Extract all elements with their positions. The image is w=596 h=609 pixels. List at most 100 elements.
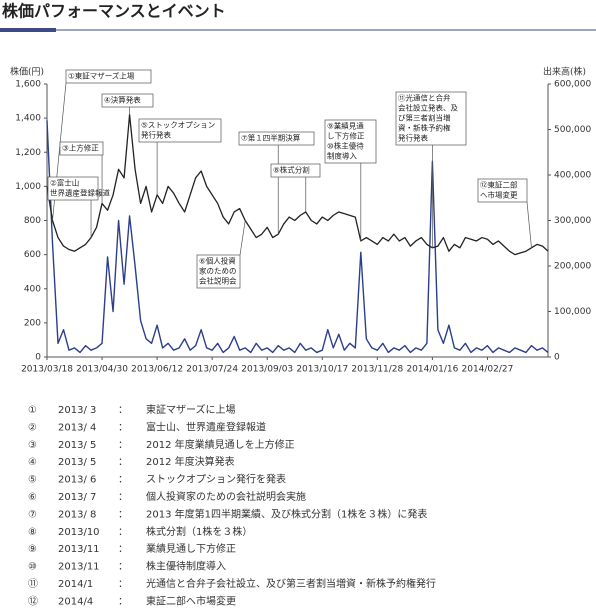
event-number: ⑩ <box>28 562 37 573</box>
event-separator: ： <box>118 544 128 555</box>
y-tick-label: 1,200 <box>15 148 41 158</box>
event-separator: ： <box>118 440 128 451</box>
x-tick-label: 2013/07/24 <box>186 365 238 375</box>
event-separator: ： <box>118 405 128 416</box>
event-number: ⑤ <box>28 475 37 486</box>
x-tick-label: 2013/10/17 <box>296 365 348 375</box>
annotation-text: へ市場変更 <box>480 190 518 200</box>
y2-tick-label: 600,000 <box>554 80 591 90</box>
annotation-text: し下方修正 <box>327 131 365 141</box>
y2-tick-label: 200,000 <box>554 262 591 272</box>
event-number: ① <box>28 405 37 416</box>
annotation-box <box>101 93 154 108</box>
annotation-box <box>59 141 104 156</box>
event-number: ⑥ <box>28 492 37 503</box>
y2-tick-label: 300,000 <box>554 216 591 226</box>
x-tick-label: 2013/06/12 <box>131 365 183 375</box>
event-number: ⑨ <box>28 544 37 555</box>
annotation-box <box>395 91 467 146</box>
event-date: 2013/11 <box>58 562 100 573</box>
event-text: ストックオプション発行を発表 <box>146 473 286 486</box>
annotation-text: ⑤ストックオプション <box>141 121 215 130</box>
y2-tick-label: 0 <box>554 353 560 363</box>
event-text: 業績見通し下方修正 <box>146 542 236 555</box>
annotation-text: 会社設立発表、及 <box>398 103 458 113</box>
y-tick-label: 600 <box>24 250 41 260</box>
annotation-text: 資・新株予約権 <box>398 123 451 133</box>
y-tick-label: 1,000 <box>15 182 41 192</box>
annotation-text: ⑩株主優待 <box>327 141 364 151</box>
annotation-leader <box>526 201 532 248</box>
x-tick-label: 2013/09/03 <box>241 365 293 375</box>
event-text: 東証二部へ市場変更 <box>146 594 236 607</box>
event-date: 2014/4 <box>58 596 93 607</box>
annotation-leader <box>239 220 246 256</box>
x-tick-label: 2013/03/18 <box>21 365 73 375</box>
annotation-text: 発行発表 <box>141 130 171 140</box>
y-tick-label: 1,600 <box>15 80 41 90</box>
event-separator: ： <box>118 527 128 538</box>
y2-tick-label: 100,000 <box>554 307 591 317</box>
event-date: 2013/11 <box>58 544 100 555</box>
annotation-text: ⑦第１四半期決算 <box>241 133 301 143</box>
event-date: 2013/ 5 <box>58 440 96 451</box>
event-date: 2013/ 3 <box>58 405 96 416</box>
annotation-text: 発行発表 <box>398 133 428 143</box>
annotation-box <box>138 118 222 143</box>
title-accent <box>0 28 56 32</box>
event-separator: ： <box>118 422 128 433</box>
event-date: 2013/ 6 <box>58 475 96 486</box>
volume-line <box>46 120 549 354</box>
event-separator: ： <box>118 596 128 607</box>
chart-title: 株価パフォーマンスとイベント <box>2 2 226 21</box>
event-number: ③ <box>28 440 37 451</box>
event-number: ② <box>28 422 37 433</box>
annotation-text: ⑪光通信と合弁 <box>398 93 451 103</box>
annotation-box <box>477 178 528 203</box>
annotation-text: び第三者割当増 <box>398 113 451 123</box>
event-text: 東証マザーズに上場 <box>146 403 236 416</box>
annotation-box <box>324 119 377 164</box>
price-line <box>46 114 549 256</box>
y-tick-label: 400 <box>24 284 41 294</box>
event-separator: ： <box>118 457 128 468</box>
y-tick-label: 200 <box>24 318 41 328</box>
event-date: 2013/ 5 <box>58 457 96 468</box>
y2-tick-label: 400,000 <box>554 171 591 181</box>
y-tick-label: 0 <box>35 353 41 363</box>
event-separator: ： <box>118 492 128 503</box>
annotation-text: ⑥個人投資 <box>199 256 236 266</box>
annotation-text: ①東証マザーズ上場 <box>68 71 135 81</box>
event-text: 個人投資家のための会社説明会実施 <box>146 490 306 503</box>
event-text: 富士山、世界遺産登録報道 <box>146 420 266 433</box>
event-date: 2013/10 <box>58 527 100 538</box>
annotation-box <box>65 69 152 84</box>
annotation-text: ④決算発表 <box>104 95 141 105</box>
event-date: 2014/1 <box>58 579 93 590</box>
event-date: 2013/ 7 <box>58 492 96 503</box>
event-separator: ： <box>118 562 128 573</box>
event-text: 2012 年度決算発表 <box>146 455 235 468</box>
event-date: 2013/ 8 <box>58 509 96 520</box>
x-tick-label: 2013/04/30 <box>76 365 128 375</box>
event-number: ⑫ <box>28 595 38 607</box>
annotation-text: 制度導入 <box>327 151 357 161</box>
annotation-text: ⑨業績見通 <box>327 121 364 131</box>
annotation-box <box>238 131 315 146</box>
x-tick-label: 2014/01/16 <box>406 365 458 375</box>
annotation-box <box>270 163 321 178</box>
y-tick-label: 800 <box>24 216 41 226</box>
annotation-text: 会社説明会 <box>199 276 237 286</box>
event-number: ⑧ <box>28 527 37 538</box>
event-number: ⑦ <box>28 509 37 520</box>
annotation-text: 家のための <box>199 266 237 276</box>
event-text: 株式分割（1株を３株） <box>146 525 252 538</box>
annotation-text: ②富士山 <box>50 178 79 188</box>
event-text: 光通信と合弁子会社設立、及び第三者割当増資・新株予約権発行 <box>146 577 436 590</box>
annotation-text: ⑫東証二部 <box>480 180 518 190</box>
annotation-box <box>196 254 241 289</box>
y-tick-label: 1,400 <box>15 114 41 124</box>
x-tick-label: 2013/11/28 <box>351 365 403 375</box>
